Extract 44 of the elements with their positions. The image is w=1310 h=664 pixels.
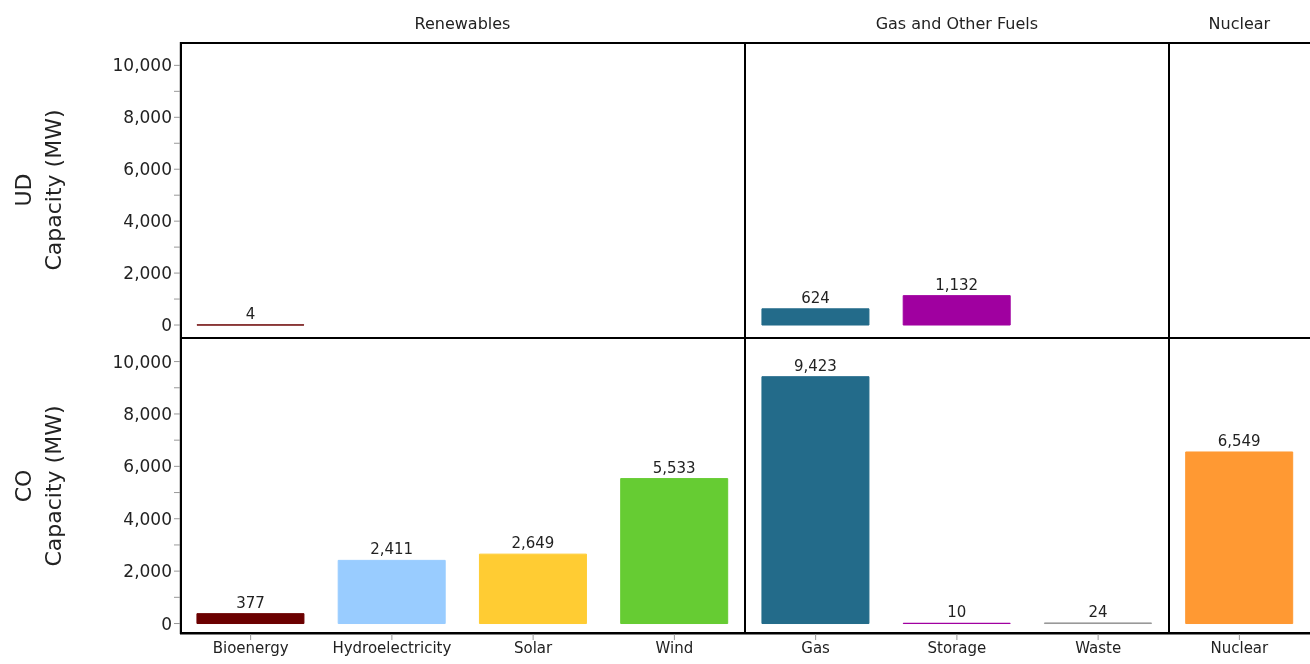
y-tick-label: 2,000 bbox=[123, 263, 172, 284]
data-label: 24 bbox=[1088, 602, 1108, 621]
bar bbox=[196, 613, 305, 625]
x-tick-label: Solar bbox=[514, 638, 554, 657]
bar bbox=[902, 295, 1011, 326]
data-label: 5,533 bbox=[652, 458, 696, 477]
y-tick-label: 10,000 bbox=[112, 55, 172, 76]
text: Nuclear bbox=[1207, 13, 1272, 35]
bar bbox=[620, 478, 729, 625]
x-tick-label: Gas bbox=[801, 638, 831, 657]
y-tick-label: 2,000 bbox=[123, 561, 172, 582]
bar bbox=[478, 553, 587, 625]
data-label: 1,132 bbox=[935, 275, 979, 294]
y-tick-label: 0 bbox=[161, 315, 172, 336]
text: Renewables bbox=[413, 13, 512, 35]
data-label: 377 bbox=[236, 593, 265, 612]
data-label: 10 bbox=[947, 603, 967, 622]
x-tick-label: Wind bbox=[655, 638, 694, 657]
y-tick-label: 6,000 bbox=[123, 159, 172, 180]
y-tick-label: 10,000 bbox=[112, 351, 172, 372]
x-tick-label: Hydroelectricity bbox=[332, 638, 452, 657]
data-label: 624 bbox=[801, 288, 830, 307]
y-tick-label: 0 bbox=[161, 613, 172, 634]
x-tick-label: Waste bbox=[1075, 638, 1122, 657]
y-tick-label: 8,000 bbox=[123, 107, 172, 128]
x-tick-label: Bioenergy bbox=[212, 638, 289, 657]
data-label: 2,649 bbox=[511, 534, 555, 553]
y-tick-label: 4,000 bbox=[123, 211, 172, 232]
y-tick-label: 4,000 bbox=[123, 508, 172, 529]
y-axis-title: CO Capacity (MW) bbox=[11, 405, 66, 567]
bar bbox=[1185, 451, 1294, 625]
data-label: 4 bbox=[245, 304, 256, 323]
y-tick-label: 6,000 bbox=[123, 456, 172, 477]
y-axis-title: UD Capacity (MW) bbox=[11, 109, 66, 271]
data-label: 9,423 bbox=[793, 356, 837, 375]
bar bbox=[337, 559, 446, 625]
data-label: 6,549 bbox=[1217, 431, 1261, 450]
x-tick-label: Storage bbox=[927, 638, 987, 657]
x-tick-label: Nuclear bbox=[1210, 638, 1270, 657]
data-label: 2,411 bbox=[370, 540, 414, 559]
bar bbox=[761, 376, 870, 625]
bar bbox=[761, 308, 870, 326]
text: Gas and Other Fuels bbox=[874, 13, 1040, 35]
y-tick-label: 8,000 bbox=[123, 404, 172, 424]
